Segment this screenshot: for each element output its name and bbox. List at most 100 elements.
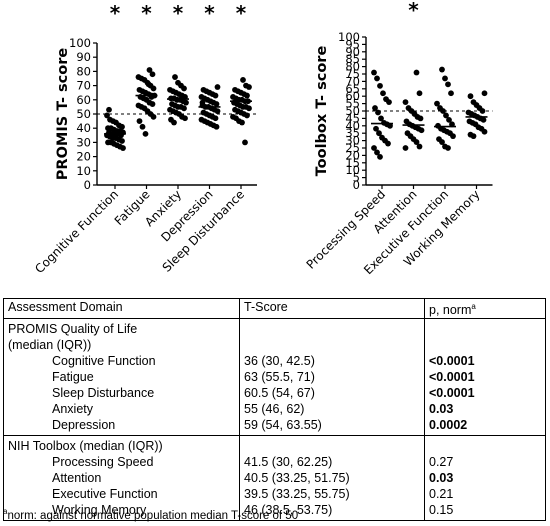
data-point — [480, 116, 487, 123]
data-point — [120, 145, 126, 151]
row-domain: Attention — [3, 470, 240, 487]
nih-section-row: NIH Toolbox (median (IQR)) — [3, 435, 546, 455]
charts-area: 0 10 20 30 40 50 60 70 80 90 100 PROMIS T- score Cog… — [32, 0, 493, 277]
y-tick-label: 100 — [69, 36, 91, 50]
data-point — [212, 115, 219, 122]
data-point — [445, 81, 451, 88]
significance-marker: * — [236, 1, 247, 25]
row-p-value: <0.0001 — [424, 385, 546, 402]
y-tick-label: 85 — [345, 52, 360, 66]
data-point — [242, 139, 248, 146]
data-point — [439, 66, 445, 73]
y-tick-label: 80 — [76, 64, 91, 78]
data-point — [417, 115, 424, 122]
y-axis-title: Toolbox T- score — [314, 46, 330, 177]
footnote: anorm: against normative population medi… — [3, 507, 298, 522]
y-tick-label: 40 — [76, 121, 91, 135]
table-row: Depression 59 (54, 63.55) 0.0002 — [3, 417, 546, 437]
y-tick-label: 50 — [76, 107, 91, 121]
row-p-value: 0.0002 — [424, 417, 546, 437]
data-point — [377, 153, 383, 160]
header-p-norm: p, norma — [424, 297, 546, 320]
y-tick-label: 10 — [76, 164, 91, 178]
table-row: Processing Speed 41.5 (30, 62.25) 0.27 — [3, 454, 546, 471]
data-point — [402, 99, 409, 106]
data-point — [374, 75, 380, 82]
data-point — [467, 93, 474, 100]
row-domain: Executive Function — [3, 486, 240, 503]
data-point — [442, 75, 448, 82]
data-point — [172, 74, 178, 80]
table-row: Cognitive Function 36 (30, 42.5) <0.0001 — [3, 353, 546, 370]
table-row: Fatigue 63 (55.5, 71) <0.0001 — [3, 369, 546, 386]
table-row: Working Memory 46 (38.5, 53.75) 0.15 — [3, 502, 546, 522]
row-p-value: 0.27 — [424, 454, 546, 471]
data-point — [416, 143, 423, 150]
y-axis-title: PROMIS T- score — [55, 48, 71, 181]
results-table-body: Assessment Domain T-Score p, norma PROMI… — [3, 297, 546, 522]
data-point — [142, 130, 149, 137]
row-p-value: 0.15 — [424, 502, 546, 522]
row-p-value: 0.21 — [424, 486, 546, 503]
results-table-wrap: Assessment Domain T-Score p, norma PROMI… — [3, 297, 546, 522]
y-tick-label: 70 — [345, 74, 360, 88]
header-tscore: T-Score — [239, 297, 425, 320]
y-tick-label: 100 — [338, 30, 360, 44]
data-point — [371, 145, 377, 151]
data-point — [479, 108, 486, 114]
data-point — [212, 92, 219, 99]
y-tick-label: 20 — [76, 150, 91, 164]
data-point — [416, 90, 423, 97]
data-point — [139, 123, 146, 130]
y-tick-label: 35 — [345, 126, 360, 140]
data-point — [213, 123, 220, 130]
data-point — [240, 77, 246, 83]
data-point — [149, 101, 156, 107]
data-point — [146, 67, 153, 73]
data-point — [181, 105, 187, 112]
y-tick-label: 50 — [345, 104, 360, 118]
data-point — [413, 139, 420, 145]
table-row: Attention 40.5 (33.25, 51.75) 0.03 — [3, 470, 546, 487]
y-tick-label: 60 — [76, 93, 91, 107]
data-point — [443, 112, 449, 119]
row-p-value: 0.03 — [424, 470, 546, 487]
y-tick-label: 0 — [353, 178, 360, 192]
data-point — [374, 149, 380, 156]
y-tick-label: 95 — [345, 37, 360, 51]
data-point — [445, 145, 451, 151]
row-score: 60.5 (54, 67) — [239, 385, 425, 402]
y-tick-label: 90 — [76, 50, 91, 64]
data-point — [371, 69, 377, 76]
data-point — [246, 84, 252, 90]
data-point — [402, 145, 409, 151]
data-point — [182, 115, 188, 122]
row-domain: Working Memory — [3, 502, 240, 522]
row-score: 36 (30, 42.5) — [239, 353, 425, 370]
y-tick-label: 70 — [76, 79, 91, 93]
data-point — [434, 100, 440, 107]
y-tick-label: 65 — [345, 82, 360, 96]
data-point — [244, 112, 250, 119]
row-domain: Fatigue — [3, 369, 240, 386]
data-point — [385, 140, 391, 147]
data-point — [448, 90, 454, 97]
promis-section-empty-p — [424, 318, 546, 338]
data-point — [246, 105, 252, 112]
data-point — [440, 108, 446, 114]
y-tick-label: 55 — [345, 97, 360, 111]
row-score: 59 (54, 63.55) — [239, 417, 425, 437]
data-point — [376, 130, 382, 137]
nih-section-empty — [239, 435, 425, 455]
table-row: Executive Function 39.5 (33.25, 55.75) 0.2… — [3, 486, 546, 503]
y-tick-label: 0 — [84, 178, 91, 192]
data-point — [372, 105, 378, 111]
data-point — [418, 127, 425, 134]
row-domain: Depression — [3, 417, 240, 437]
y-tick-label: 5 — [353, 171, 360, 185]
header-p-norm-sup: a — [471, 302, 476, 311]
row-p-value: <0.0001 — [424, 353, 546, 370]
significance-marker: * — [110, 1, 121, 25]
promis-section-empty — [239, 318, 425, 338]
